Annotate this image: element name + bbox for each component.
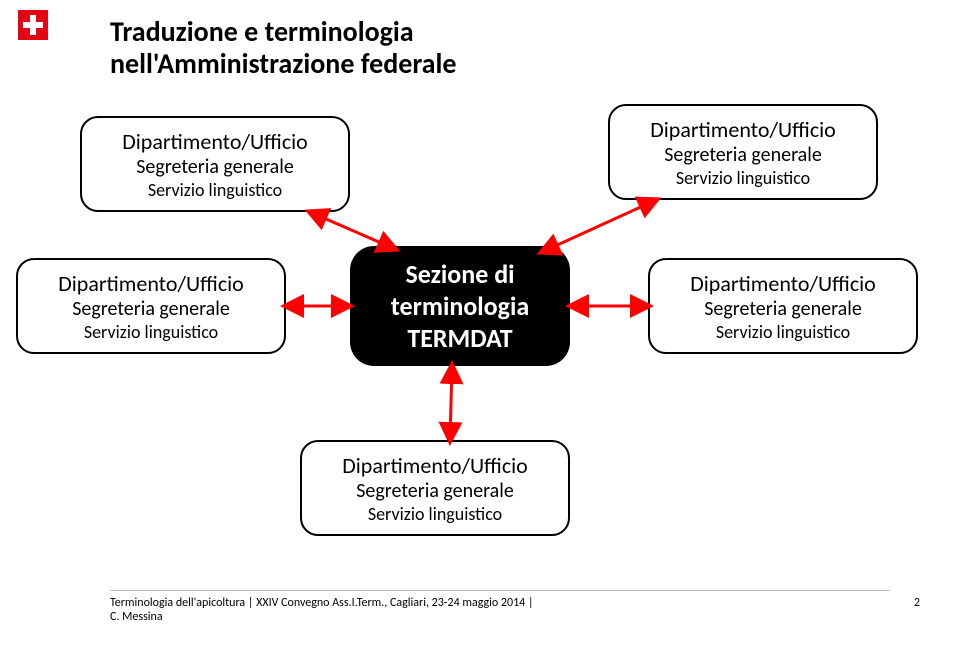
slide: Traduzione e terminologia nell'Amministr… [0,0,960,648]
node-line3: Servizio linguistico [92,179,338,201]
node-line2: Segreteria generale [28,297,274,321]
title-line1: Traduzione e terminologia [110,16,456,48]
node-line1: Dipartimento/Ufficio [660,270,906,297]
node-line2: Segreteria generale [92,155,338,179]
node-mid-right: Dipartimento/Ufficio Segreteria generale… [648,258,918,354]
center-node: Sezione di terminologia TERMDAT [350,246,570,366]
node-line1: Dipartimento/Ufficio [312,452,558,479]
node-line1: Dipartimento/Ufficio [92,128,338,155]
footer-line2: C. Messina [110,610,163,624]
center-line2: terminologia [364,290,556,322]
node-line2: Segreteria generale [660,297,906,321]
node-mid-left: Dipartimento/Ufficio Segreteria generale… [16,258,286,354]
swiss-logo [18,10,48,45]
node-bottom: Dipartimento/Ufficio Segreteria generale… [300,440,570,536]
slide-title: Traduzione e terminologia nell'Amministr… [110,16,456,80]
footer-text: Terminologia dell'apicoltura | XXIV Conv… [110,596,534,624]
center-line3: TERMDAT [364,322,556,354]
node-top-left: Dipartimento/Ufficio Segreteria generale… [80,116,350,212]
node-line1: Dipartimento/Ufficio [28,270,274,297]
swiss-cross-icon [18,10,48,40]
footer-line1: Terminologia dell'apicoltura | XXIV Conv… [110,596,534,610]
node-line3: Servizio linguistico [660,321,906,343]
node-line3: Servizio linguistico [28,321,274,343]
node-top-right: Dipartimento/Ufficio Segreteria generale… [608,104,878,200]
node-line2: Segreteria generale [312,479,558,503]
footer-divider [110,590,890,591]
node-line2: Segreteria generale [620,143,866,167]
node-line3: Servizio linguistico [620,167,866,189]
page-number: 2 [914,596,920,610]
node-line3: Servizio linguistico [312,503,558,525]
node-line1: Dipartimento/Ufficio [620,116,866,143]
title-line2: nell'Amministrazione federale [110,48,456,80]
center-line1: Sezione di [364,258,556,290]
